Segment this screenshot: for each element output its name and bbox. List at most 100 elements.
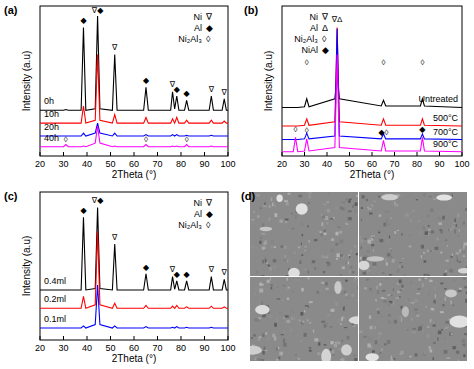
- x-tick-label: 40: [322, 159, 332, 169]
- sem-grain: [387, 340, 390, 344]
- sem-particle: [445, 289, 457, 297]
- x-tick-label: 20: [35, 159, 45, 169]
- sem-grain: [438, 331, 442, 335]
- peak-marker: ∇: [221, 88, 228, 97]
- sem-grain: [369, 212, 373, 214]
- sem-grain: [448, 229, 449, 230]
- sem-background: [359, 192, 467, 276]
- sem-grain: [335, 232, 338, 236]
- sem-grain: [314, 338, 318, 341]
- sem-grain: [348, 261, 350, 264]
- sem-grain: [452, 226, 454, 229]
- sem-grain: [344, 327, 347, 328]
- sem-grain: [356, 252, 358, 255]
- x-tick: [87, 152, 88, 156]
- peak-marker: ◆: [184, 270, 191, 279]
- sem-grain: [257, 359, 261, 361]
- sem-grain: [445, 270, 447, 272]
- sem-grain: [256, 271, 258, 274]
- sem-particle: [367, 256, 385, 261]
- sem-grain: [340, 254, 344, 257]
- sem-grain: [275, 258, 276, 260]
- sem-grain: [449, 244, 452, 246]
- series-label: 0.4ml: [44, 276, 66, 286]
- x-axis-label: 2Theta (°): [112, 353, 157, 364]
- sem-grain: [385, 259, 386, 262]
- sem-grain: [307, 277, 309, 279]
- peak-marker: ◊: [305, 126, 309, 135]
- sem-grain: [283, 330, 284, 333]
- sem-grain: [331, 249, 334, 253]
- sem-grain: [386, 224, 390, 226]
- sem-grain: [404, 229, 406, 232]
- sem-grain: [429, 196, 432, 198]
- sem-grain: [452, 346, 456, 349]
- sem-grain: [283, 340, 285, 342]
- sem-grain: [261, 275, 264, 276]
- sem-grain: [278, 347, 279, 349]
- sem-grain: [260, 207, 261, 209]
- sem-grain: [326, 201, 329, 202]
- sem-grain: [252, 281, 254, 284]
- sem-grain: [342, 339, 343, 342]
- sem-grain: [286, 320, 290, 323]
- sem-grain: [258, 317, 261, 319]
- sem-grain: [430, 249, 433, 250]
- sem-grain: [331, 238, 334, 241]
- sem-grain: [465, 299, 467, 303]
- sem-grain: [433, 324, 436, 326]
- sem-grain: [397, 230, 399, 231]
- sem-grain: [307, 319, 309, 321]
- x-tick-label: 80: [176, 159, 186, 169]
- x-tick-label: 20: [35, 343, 45, 353]
- sem-grain: [398, 194, 401, 196]
- sem-grain: [364, 287, 367, 289]
- sem-background: [250, 192, 358, 276]
- panel: 20304050607080901002Theta (°)Intensity (…: [4, 4, 236, 180]
- sem-grain: [452, 193, 453, 197]
- sem-grain: [357, 277, 358, 279]
- sem-grain: [457, 258, 458, 261]
- x-axis-label: 2Theta (°): [112, 169, 157, 180]
- sem-grain: [301, 242, 302, 245]
- sem-grain: [364, 238, 367, 240]
- sem-grain: [345, 262, 347, 265]
- phase-key-name: Ni₂Al₃: [294, 34, 318, 44]
- traces: [40, 16, 228, 147]
- x-tick: [181, 336, 182, 340]
- y-axis-label: Intensity (a.u): [21, 51, 32, 112]
- sem-grain: [330, 341, 333, 344]
- sem-image: [250, 192, 358, 276]
- sem-grain: [269, 205, 271, 207]
- sem-grain: [430, 319, 432, 322]
- sem-grain: [259, 289, 263, 293]
- sem-grain: [350, 266, 352, 268]
- sem-grain: [458, 290, 462, 292]
- sem-grain: [258, 337, 261, 341]
- sem-grain: [335, 302, 338, 306]
- sem-grain: [428, 346, 431, 349]
- sem-grain: [352, 271, 355, 273]
- sem-grain: [429, 349, 432, 352]
- sem-grain: [325, 323, 327, 326]
- x-tick: [181, 152, 182, 156]
- sem-grain: [453, 305, 454, 306]
- sem-grain: [323, 203, 326, 205]
- sem-grain: [465, 208, 467, 211]
- sem-grain: [307, 225, 308, 227]
- sem-grain: [400, 351, 403, 355]
- sem-grain: [324, 324, 327, 328]
- sem-grain: [294, 251, 296, 253]
- sem-grain: [407, 329, 408, 330]
- sem-grain: [428, 291, 429, 295]
- sem-grain: [391, 256, 393, 259]
- sem-grain: [425, 231, 428, 235]
- sem-grain: [367, 207, 368, 208]
- x-tick: [110, 152, 111, 156]
- sem-grain: [463, 248, 464, 250]
- panel-title: (c): [4, 190, 18, 202]
- sem-particle: [260, 227, 273, 232]
- sem-grain: [399, 265, 400, 267]
- sem-grain: [375, 326, 376, 328]
- sem-grain: [456, 252, 459, 254]
